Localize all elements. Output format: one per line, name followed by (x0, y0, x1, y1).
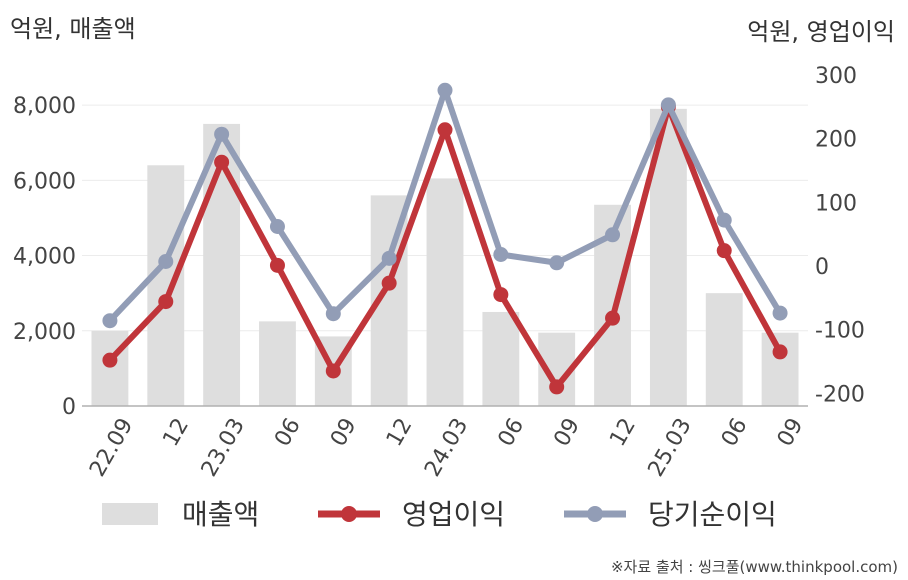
right-axis-unit: 억원, 영업이익 (747, 18, 895, 46)
right-tick-label: -100 (815, 319, 865, 344)
source-note: ※자료 출처 : 씽크풀(www.thinkpool.com) (611, 558, 898, 576)
data-point (158, 294, 174, 310)
right-tick-label: 200 (815, 128, 857, 153)
x-tick-label: 06 (270, 414, 306, 451)
data-point (549, 379, 565, 395)
x-tick-label: 09 (549, 414, 585, 451)
right-tick-label: 300 (815, 64, 857, 89)
series-lines (102, 82, 788, 395)
bar-22.09 (91, 330, 129, 406)
legend-label: 영업이익 (402, 498, 505, 531)
left-axis: 0 2,000 4,000 6,000 8,000 (13, 94, 76, 420)
right-tick-label: 100 (815, 191, 857, 216)
x-tick-label: 12 (605, 414, 641, 451)
bar-06 (259, 321, 296, 406)
legend-item: 매출액 (102, 498, 259, 531)
data-point (493, 287, 509, 303)
bar-12 (147, 165, 185, 406)
x-tick-label: 23.03 (197, 414, 250, 481)
x-tick-label: 22.09 (85, 414, 138, 481)
bar-23.03 (203, 123, 241, 406)
bars (91, 108, 799, 407)
data-point (325, 363, 341, 379)
data-point (772, 305, 788, 321)
right-axis: -200 -100 0 100 200 300 (815, 64, 865, 407)
data-point (605, 227, 621, 243)
x-tick-label: 09 (773, 414, 809, 451)
left-axis-unit: 억원, 매출액 (10, 15, 136, 43)
data-point (660, 97, 676, 113)
data-point (102, 313, 118, 329)
data-point (158, 254, 174, 270)
data-point (493, 247, 509, 263)
data-point (325, 306, 341, 322)
legend-item: 당기순이익 (564, 498, 777, 531)
left-tick-label: 8,000 (13, 94, 76, 119)
x-tick-label: 12 (382, 414, 418, 451)
data-point (102, 352, 118, 368)
data-point (381, 275, 397, 291)
x-tick-label: 09 (326, 414, 362, 451)
legend-swatch-marker (341, 506, 357, 522)
legend-label: 매출액 (182, 498, 259, 531)
legend-label: 당기순이익 (648, 498, 777, 531)
bar-06 (705, 293, 743, 406)
data-point (269, 218, 285, 234)
left-tick-label: 2,000 (13, 320, 76, 345)
x-tick-label: 12 (158, 414, 194, 451)
left-tick-label: 6,000 (13, 169, 76, 194)
right-tick-label: -200 (815, 382, 865, 407)
bar-09 (761, 332, 799, 406)
data-point (772, 344, 788, 360)
data-point (269, 257, 285, 273)
data-point (381, 250, 397, 266)
x-tick-label: 06 (494, 414, 530, 451)
legend: 매출액 영업이익 당기순이익 (102, 498, 777, 531)
data-point (437, 122, 453, 138)
data-point (716, 243, 732, 259)
legend-swatch (102, 503, 158, 525)
left-tick-label: 0 (62, 395, 76, 420)
bar-06 (482, 311, 520, 406)
bar-24.03 (426, 178, 464, 406)
data-point (605, 310, 621, 326)
data-point (549, 255, 565, 271)
legend-item: 영업이익 (318, 498, 505, 531)
data-point (437, 82, 453, 98)
x-tick-label: 24.03 (420, 414, 473, 481)
x-tick-label: 06 (717, 414, 753, 451)
series-2 (102, 82, 788, 329)
right-tick-label: 0 (815, 255, 829, 280)
x-tick-label: 25.03 (644, 414, 697, 481)
left-tick-label: 4,000 (13, 245, 76, 270)
x-axis: 22.09 12 23.03 06 09 12 24.03 06 09 12 25.03 06 09 (85, 414, 808, 481)
data-point (214, 126, 230, 142)
legend-swatch-marker (587, 506, 603, 522)
data-point (716, 212, 732, 228)
data-point (214, 154, 230, 170)
